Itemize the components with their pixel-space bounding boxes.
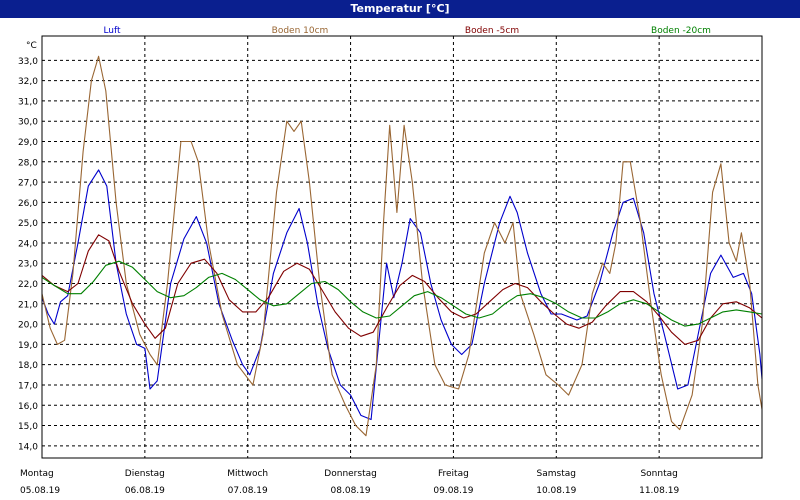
x-tick-weekday: Dienstag	[125, 469, 165, 479]
y-tick-label: 21,0	[18, 300, 38, 310]
labels-layer: 14,0 15,0 16,0 17,0 18,0 19,0 20,0 21,0 22,0 23,0…	[18, 26, 711, 496]
plot-frame	[41, 35, 763, 459]
y-tick-label: 25,0	[18, 219, 38, 229]
x-tick-date: 08.08.19	[331, 486, 371, 496]
legend-entry: Boden -20cm	[651, 26, 711, 36]
x-tick-weekday: Donnerstag	[324, 469, 377, 479]
y-tick-label: 33,0	[18, 57, 38, 67]
y-tick-label: 27,0	[18, 179, 38, 189]
y-tick-label: 26,0	[18, 199, 38, 209]
chart-title: Temperatur [°C]	[0, 0, 800, 18]
x-tick-date: 09.08.19	[433, 486, 473, 496]
x-tick-date: 07.08.19	[228, 486, 268, 496]
series-line-luft	[41, 169, 763, 421]
x-tick-weekday: Sonntag	[640, 469, 677, 479]
x-tick-date: 11.08.19	[639, 486, 679, 496]
y-tick-label: 23,0	[18, 260, 38, 270]
y-tick-label: 28,0	[18, 158, 38, 168]
x-tick-date: 05.08.19	[20, 486, 60, 496]
y-tick-label: 20,0	[18, 321, 38, 331]
grid-layer	[42, 36, 762, 458]
y-tick-label: 17,0	[18, 381, 38, 391]
y-axis-label: °C	[26, 41, 37, 51]
x-tick-weekday: Montag	[20, 469, 54, 479]
x-tick-weekday: Samstag	[537, 469, 576, 479]
y-tick-label: 30,0	[18, 118, 38, 128]
x-tick-weekday: Freitag	[438, 469, 469, 479]
y-tick-label: 15,0	[18, 422, 38, 432]
legend-entry: Luft	[103, 26, 121, 36]
series-line-boden-10cm	[41, 55, 763, 437]
series-layer	[41, 55, 763, 437]
x-tick-date: 10.08.19	[536, 486, 576, 496]
series-line-boden-5cm	[41, 234, 763, 345]
legend-entry: Boden 10cm	[272, 26, 329, 36]
plot-area	[42, 36, 762, 458]
legend-entry: Boden -5cm	[465, 26, 519, 36]
y-tick-label: 19,0	[18, 341, 38, 351]
y-tick-label: 32,0	[18, 77, 38, 87]
x-tick-date: 06.08.19	[125, 486, 165, 496]
y-tick-label: 24,0	[18, 239, 38, 249]
series-line-boden-20cm	[41, 260, 763, 327]
y-tick-label: 18,0	[18, 361, 38, 371]
axes-layer	[41, 35, 763, 459]
x-tick-weekday: Mittwoch	[227, 469, 268, 479]
y-tick-label: 29,0	[18, 138, 38, 148]
y-tick-label: 22,0	[18, 280, 38, 290]
y-tick-label: 16,0	[18, 402, 38, 412]
y-tick-label: 31,0	[18, 97, 38, 107]
y-tick-label: 14,0	[18, 442, 38, 452]
